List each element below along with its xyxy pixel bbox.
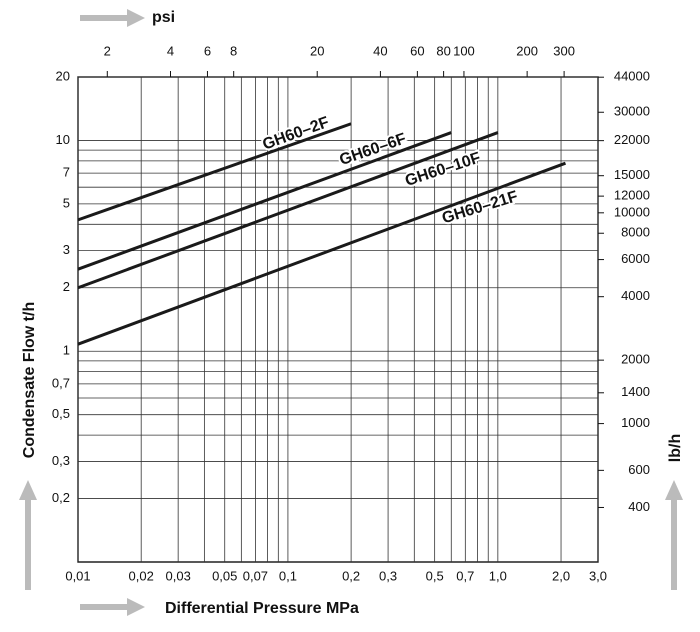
y2-tick-label: 15000: [614, 167, 650, 182]
arrow-bottom: [80, 598, 145, 616]
y2-tick-label: 8000: [621, 225, 650, 240]
x2-tick-label: 100: [453, 43, 475, 58]
x-tick-label: 0,7: [456, 568, 474, 583]
x-tick-label: 0,01: [65, 568, 90, 583]
x-tick-label: 3,0: [589, 568, 607, 583]
y2-tick-label: 600: [628, 462, 650, 477]
y2-tick-label: 30000: [614, 104, 650, 119]
series-line: [77, 161, 567, 346]
y2-tick-label: 22000: [614, 132, 650, 147]
y2-tick-label: 2000: [621, 352, 650, 367]
series-label: GH60–6F: [337, 130, 408, 169]
x-tick-label: 2,0: [552, 568, 570, 583]
y-tick-label: 0,3: [52, 453, 70, 468]
y2-tick-label: 12000: [614, 188, 650, 203]
y-tick-label: 5: [63, 195, 70, 210]
x-tick-label: 0,02: [129, 568, 154, 583]
x2-axis-title: psi: [152, 9, 175, 26]
x-tick-label: 0,5: [426, 568, 444, 583]
decorative-arrows: [19, 9, 683, 616]
y-tick-label: 2: [63, 279, 70, 294]
x-tick-label: 0,1: [279, 568, 297, 583]
series-line: [77, 122, 352, 222]
y2-tick-label: 1000: [621, 415, 650, 430]
x2-tick-label: 40: [373, 43, 387, 58]
y2-axis-title: lb/h: [667, 434, 684, 462]
x2-tick-label: 2: [104, 43, 111, 58]
y-tick-label: 1: [63, 343, 70, 358]
series-line: [77, 131, 452, 271]
series-line: [77, 131, 499, 290]
x2-tick-label: 60: [410, 43, 424, 58]
y2-tick-label: 400: [628, 499, 650, 514]
y-tick-label: 0,7: [52, 375, 70, 390]
x2-tick-label: 6: [204, 43, 211, 58]
arrow-left: [19, 480, 37, 590]
x2-tick-label: 4: [167, 43, 174, 58]
x-tick-label: 0,07: [243, 568, 268, 583]
x-tick-label: 0,2: [342, 568, 360, 583]
y2-tick-label: 6000: [621, 251, 650, 266]
x-axis-title: Differential Pressure MPa: [165, 600, 359, 617]
arrow-top: [80, 9, 145, 27]
x2-tick-label: 80: [436, 43, 450, 58]
x-tick-label: 0,05: [212, 568, 237, 583]
y-tick-label: 7: [63, 165, 70, 180]
y-tick-label: 3: [63, 242, 70, 257]
y-tick-label: 20: [56, 68, 70, 83]
y2-tick-label: 10000: [614, 204, 650, 219]
x-tick-label: 0,3: [379, 568, 397, 583]
x2-tick-label: 8: [230, 43, 237, 58]
series-label: GH60–10F: [403, 149, 483, 189]
y-tick-label: 10: [56, 132, 70, 147]
y2-tick-label: 1400: [621, 384, 650, 399]
x2-tick-label: 20: [310, 43, 324, 58]
y-axis-title: Condensate Flow t/h: [21, 302, 38, 458]
y-tick-label: 0,2: [52, 490, 70, 505]
y2-tick-label: 44000: [614, 69, 650, 84]
x-tick-label: 0,03: [166, 568, 191, 583]
x2-tick-label: 200: [516, 43, 538, 58]
y2-tick-label: 4000: [621, 288, 650, 303]
y-tick-label: 0,5: [52, 406, 70, 421]
x-tick-label: 1,0: [489, 568, 507, 583]
x2-tick-label: 300: [553, 43, 575, 58]
arrow-right: [665, 480, 683, 590]
